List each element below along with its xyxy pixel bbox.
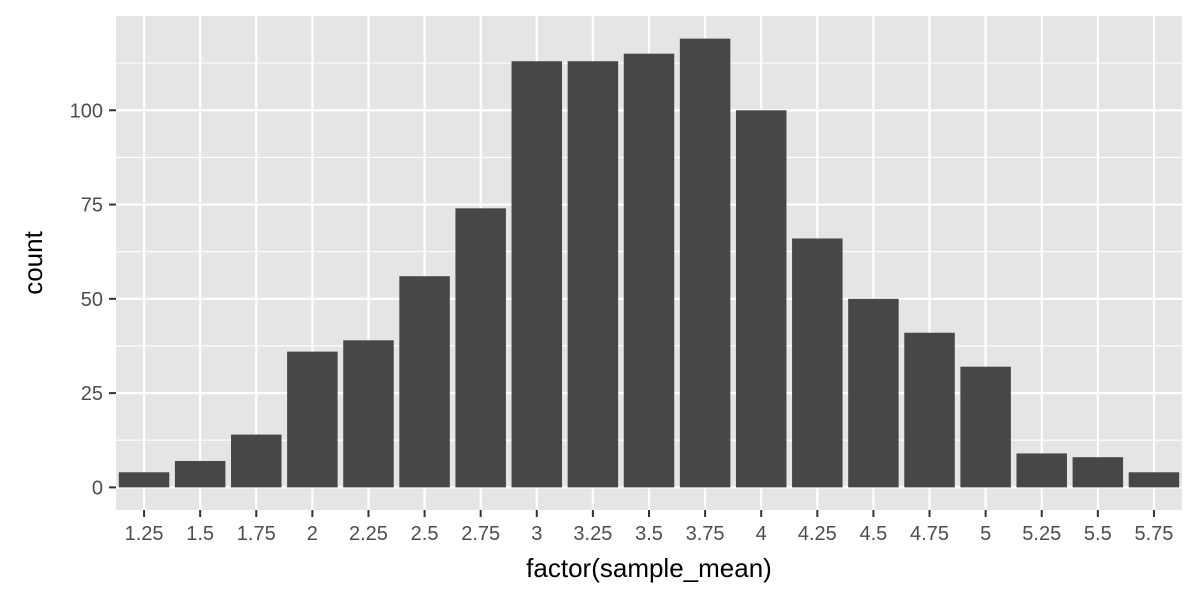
- tick-labels: 0 25 50 75 100 1.25 1.5 1.75 2 2.25 2.5 2.75 3 3.25 3.…: [70, 100, 1174, 545]
- bar-2.25: [343, 340, 394, 488]
- x-tick-label: 3.75: [686, 523, 725, 545]
- x-tick-label: 1.5: [186, 523, 214, 545]
- x-tick-label: 5: [980, 523, 991, 545]
- y-tick-label: 100: [70, 100, 103, 122]
- x-tick-label: 4.5: [860, 523, 888, 545]
- y-tick-label: 0: [92, 477, 103, 499]
- y-axis-title: count: [18, 230, 48, 294]
- bar-5.75: [1128, 472, 1180, 488]
- y-tick-label: 50: [81, 289, 103, 311]
- x-tick-label: 5.75: [1134, 523, 1173, 545]
- x-tick-label: 4.25: [798, 523, 837, 545]
- bar-1.25: [118, 472, 170, 488]
- x-tick-label: 5.25: [1022, 523, 1061, 545]
- bar-2.75: [455, 208, 506, 488]
- x-tick-label: 5.5: [1084, 523, 1112, 545]
- x-tick-label: 2: [307, 523, 318, 545]
- bar-4.75: [904, 332, 955, 488]
- x-tick-label: 2.75: [461, 523, 500, 545]
- bar-4: [735, 110, 787, 488]
- x-tick-label: 2.25: [349, 523, 388, 545]
- bar-3.75: [679, 38, 731, 488]
- x-tick-label: 4: [756, 523, 767, 545]
- axis-ticks: [109, 109, 1155, 517]
- bar-3.5: [623, 53, 675, 488]
- y-tick-label: 75: [81, 195, 103, 217]
- bar-5: [960, 366, 1011, 488]
- bar-3: [511, 61, 563, 488]
- bar-5.5: [1072, 457, 1124, 488]
- bar-2.5: [399, 276, 450, 488]
- bar-3.25: [567, 61, 619, 488]
- bar-1.5: [174, 460, 226, 488]
- bar-5.25: [1016, 453, 1067, 488]
- x-tick-label: 1.75: [237, 523, 276, 545]
- bars: [118, 38, 1180, 488]
- bar-4.25: [792, 238, 843, 488]
- x-tick-label: 3.25: [573, 523, 612, 545]
- x-tick-label: 2.5: [411, 523, 439, 545]
- x-tick-label: 3: [531, 523, 542, 545]
- x-tick-label: 3.5: [635, 523, 663, 545]
- y-tick-label: 25: [81, 383, 103, 405]
- bar-2: [287, 351, 338, 488]
- x-axis-title: factor(sample_mean): [526, 553, 772, 583]
- bar-1.75: [231, 434, 282, 488]
- x-tick-label: 1.25: [125, 523, 164, 545]
- x-tick-label: 4.75: [910, 523, 949, 545]
- bar-4.5: [848, 298, 899, 488]
